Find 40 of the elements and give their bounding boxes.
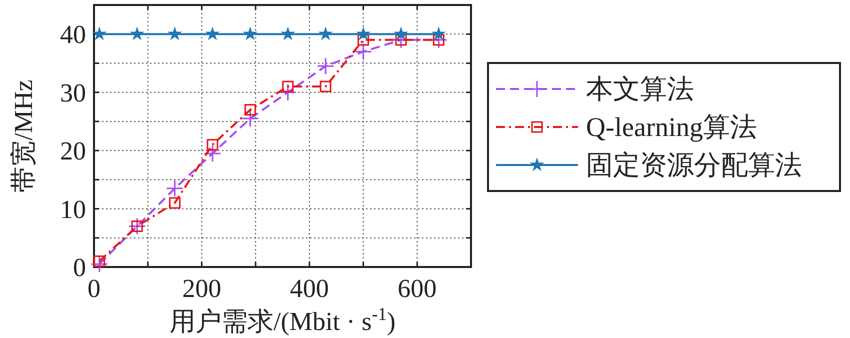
point — [93, 28, 106, 40]
y-tick-label: 40 — [60, 20, 86, 50]
x-tick-label: 200 — [182, 274, 222, 303]
point — [282, 28, 294, 40]
point — [206, 138, 218, 150]
y-tick-label: 0 — [73, 253, 86, 282]
point — [94, 255, 106, 267]
point — [357, 28, 370, 40]
point — [432, 34, 444, 46]
point — [320, 80, 332, 92]
point — [432, 28, 445, 40]
point — [279, 84, 297, 102]
x-tick-label: 400 — [290, 274, 329, 303]
legend-label: Q-learning算法 — [586, 112, 757, 142]
point — [358, 34, 370, 46]
legend-label: 本文算法 — [586, 74, 694, 104]
y-tick-label: 20 — [60, 136, 86, 166]
point — [354, 42, 372, 60]
point — [206, 28, 219, 40]
y-tick-label: 30 — [60, 78, 86, 108]
point — [282, 80, 294, 92]
point — [319, 28, 332, 40]
y-tick-label: 10 — [60, 194, 86, 224]
point — [394, 28, 408, 40]
point — [166, 180, 184, 198]
point — [168, 28, 181, 40]
point — [169, 197, 181, 209]
point — [244, 104, 256, 116]
y-axis-title: 带宽/MHz — [9, 80, 38, 192]
point — [244, 28, 256, 40]
legend-label: 固定资源分配算法 — [586, 150, 802, 180]
point — [128, 217, 146, 235]
point — [204, 144, 222, 162]
point — [131, 220, 143, 232]
point — [130, 28, 144, 40]
point — [316, 57, 334, 75]
point — [241, 110, 259, 128]
point — [395, 34, 407, 46]
x-axis-title: 用户需求/(Mbit · s$^{-1}$) — [169, 304, 396, 336]
x-tick-label: 600 — [398, 274, 437, 303]
